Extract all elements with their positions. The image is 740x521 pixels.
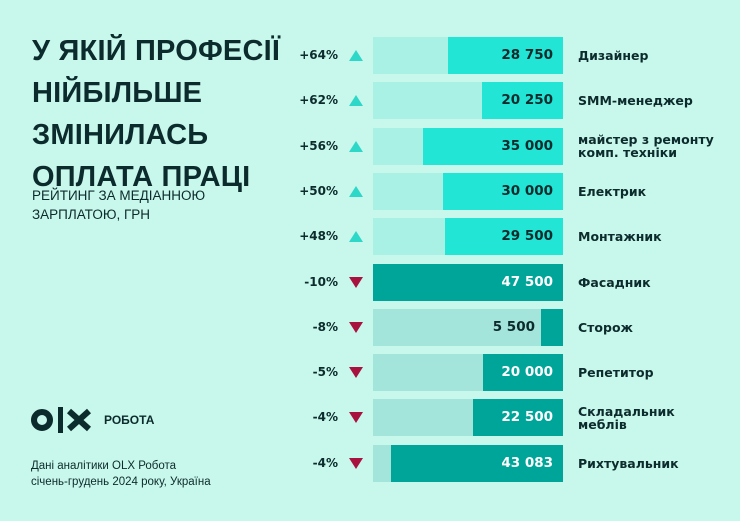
source-line: Дані аналітики OLX Робота — [31, 460, 177, 472]
subtitle-line: РЕЙТИНГ ЗА МЕДІАННОЮ — [32, 188, 206, 203]
bar-track: 35 000 — [373, 127, 563, 165]
bar — [373, 263, 563, 301]
category-label: Електрик — [578, 173, 738, 210]
category-label: Складальник меблів — [578, 399, 738, 436]
bar — [423, 127, 563, 165]
bar-row: +50% 30 000 Електрик — [290, 172, 730, 210]
arrow-down-icon — [349, 321, 363, 333]
bar-track: 20 000 — [373, 354, 563, 392]
change-label: -4% — [312, 455, 338, 470]
category-label: SMM-менеджер — [578, 82, 738, 119]
arrow-down-icon — [349, 457, 363, 469]
value-label: 5 500 — [492, 318, 535, 335]
bar-track: 20 250 — [373, 82, 563, 120]
category-label-line: Дизайнер — [578, 48, 649, 63]
bar-row: -4% 43 083 Рихтувальник — [290, 444, 730, 482]
arrow-up-icon — [349, 231, 363, 243]
bar-row: -10% 47 500 Фасадник — [290, 263, 730, 301]
category-label: Фасадник — [578, 264, 738, 301]
change-label: +64% — [299, 48, 338, 62]
arrow-up-icon — [349, 185, 363, 197]
title-line: У ЯКІЙ ПРОФЕСІЇ — [32, 35, 281, 67]
bar-row: +56% 35 000 майстер з ремонту комп. техніки — [290, 127, 730, 165]
arrow-up-icon — [349, 50, 363, 61]
change-label: -5% — [312, 365, 338, 380]
category-label: Рихтувальник — [578, 445, 738, 482]
arrow-down-icon — [349, 367, 363, 379]
title-line: НІЙБІЛЬШЕ — [32, 77, 203, 109]
category-label-line: Фасадник — [578, 274, 651, 290]
chart-title: У ЯКІЙ ПРОФЕСІЇ НІЙБІЛЬШЕ ЗМІНИЛАСЬ ОПЛА… — [32, 30, 292, 198]
value-label: 47 500 — [501, 273, 553, 290]
bar — [443, 172, 563, 210]
change-label: +62% — [299, 93, 338, 108]
bar — [541, 308, 563, 346]
bar-row: +64% 28 750 Дизайнер — [290, 37, 730, 74]
change-label: -8% — [312, 319, 338, 334]
bar-track: 5 500 — [373, 308, 563, 346]
olx-logo-icon — [31, 407, 92, 433]
category-label: Репетитор — [578, 354, 738, 391]
bar-row: -4% 22 500 Складальник меблів — [290, 399, 730, 437]
category-label-line: SMM-менеджер — [578, 93, 693, 109]
bar — [448, 37, 563, 74]
value-label: 29 500 — [501, 228, 553, 245]
bar-track: 29 500 — [373, 218, 563, 256]
change-label: -4% — [312, 410, 338, 425]
logo-text: РОБОТА — [104, 413, 155, 427]
bar-track: 28 750 — [373, 37, 563, 74]
bar-track: 30 000 — [373, 172, 563, 210]
arrow-down-icon — [349, 276, 363, 288]
change-label: +48% — [299, 229, 338, 244]
change-label: -10% — [304, 274, 338, 289]
bar — [390, 444, 563, 482]
value-label: 35 000 — [501, 137, 553, 154]
value-label: 20 000 — [501, 364, 553, 381]
arrow-down-icon — [349, 412, 363, 424]
category-label: Дизайнер — [578, 37, 738, 74]
category-label: Монтажник — [578, 218, 738, 255]
value-label: 43 083 — [501, 454, 553, 471]
category-label-line: Складальник — [578, 403, 675, 419]
value-label: 20 250 — [501, 92, 553, 109]
olx-robota-logo: РОБОТА — [31, 406, 154, 434]
change-label: +56% — [299, 138, 338, 153]
bar — [445, 218, 563, 256]
chart-subtitle: РЕЙТИНГ ЗА МЕДІАННОЮ ЗАРПЛАТОЮ, ГРН — [32, 186, 205, 224]
value-label: 22 500 — [501, 409, 553, 426]
value-label: 30 000 — [501, 182, 553, 199]
category-label-line: комп. техніки — [578, 145, 677, 161]
bar — [482, 82, 563, 120]
bar-row: -8% 5 500 Сторож — [290, 308, 730, 346]
bar-row: -5% 20 000 Репетитор — [290, 354, 730, 392]
bar — [473, 399, 563, 437]
category-label-line: Рихтувальник — [578, 455, 679, 471]
source-line: січень-грудень 2024 року, Україна — [31, 476, 211, 488]
arrow-up-icon — [349, 95, 363, 107]
category-label-line: меблів — [578, 416, 627, 432]
category-label-line: Електрик — [578, 183, 647, 199]
bar-track: 22 500 — [373, 399, 563, 437]
category-label-line: Монтажник — [578, 229, 662, 245]
bar-row: +48% 29 500 Монтажник — [290, 218, 730, 256]
bar-row: +62% 20 250 SMM-менеджер — [290, 82, 730, 120]
category-label: майстер з ремонту комп. техніки — [578, 128, 738, 165]
bar — [483, 354, 563, 392]
category-label-line: майстер з ремонту — [578, 132, 714, 148]
bar-track: 47 500 — [373, 263, 563, 301]
title-line: ЗМІНИЛАСЬ — [32, 119, 209, 151]
value-label: 28 750 — [501, 47, 553, 63]
category-label-line: Репетитор — [578, 365, 654, 381]
subtitle-line: ЗАРПЛАТОЮ, ГРН — [32, 207, 151, 222]
arrow-up-icon — [349, 140, 363, 152]
category-label-line: Сторож — [578, 319, 633, 335]
source-note: Дані аналітики OLX Робота січень-грудень… — [31, 458, 211, 490]
title-line: ОПЛАТА ПРАЦІ — [32, 161, 251, 193]
bar-track: 43 083 — [373, 444, 563, 482]
category-label: Сторож — [578, 309, 738, 346]
change-label: +50% — [299, 183, 338, 198]
